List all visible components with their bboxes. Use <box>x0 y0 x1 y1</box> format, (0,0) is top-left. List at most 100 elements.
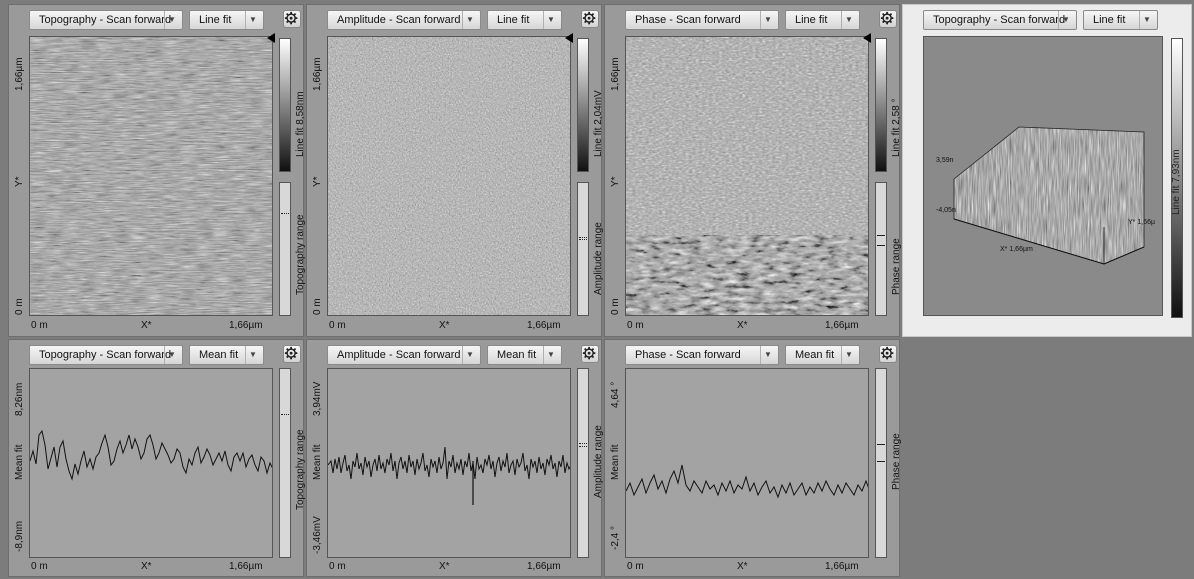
filter-dropdown-label: Line fit <box>497 14 530 26</box>
range-label: Amplitude range <box>593 425 604 498</box>
source-dropdown[interactable]: Topography - Scan forward ▼ <box>923 10 1077 30</box>
phase-profile-svg <box>626 464 868 499</box>
x-min-label: 0 m <box>31 561 48 572</box>
gear-icon[interactable] <box>879 10 897 28</box>
filter-dropdown[interactable]: Line fit ▼ <box>487 10 562 30</box>
panel-topography-profile: Topography - Scan forward ▼ Mean fit ▼ 8… <box>8 339 306 577</box>
color-scale-bar[interactable] <box>279 38 291 172</box>
x-axis-label: X* <box>737 561 748 572</box>
chevron-down-icon: ▼ <box>760 346 775 364</box>
x-axis-label: X* <box>737 320 748 331</box>
gear-icon[interactable] <box>879 345 897 363</box>
gear-icon[interactable] <box>581 10 599 28</box>
topography-3d-view[interactable]: 3,59n -4,05n X* 1,66µm Y* 1,66µ <box>923 36 1163 316</box>
x-axis-label: X* 1,66µm <box>1000 246 1033 253</box>
source-dropdown[interactable]: Phase - Scan forward ▼ <box>625 345 779 365</box>
source-dropdown[interactable]: Amplitude - Scan forward ▼ <box>327 10 481 30</box>
triangle-marker-icon[interactable] <box>565 33 573 43</box>
gear-icon[interactable] <box>283 10 301 28</box>
range-slider[interactable] <box>875 182 887 316</box>
y-min-label: 0 m <box>312 298 323 315</box>
source-dropdown-label: Topography - Scan forward <box>39 14 172 26</box>
panel-amplitude-profile: Amplitude - Scan forward ▼ Mean fit ▼ 3,… <box>306 339 604 577</box>
source-dropdown[interactable]: Topography - Scan forward ▼ <box>29 10 183 30</box>
filter-dropdown[interactable]: Line fit ▼ <box>189 10 264 30</box>
triangle-marker-icon[interactable] <box>863 33 871 43</box>
x-min-label: 0 m <box>31 320 48 331</box>
range-label: Topography range <box>295 429 306 510</box>
chevron-down-icon: ▼ <box>543 11 558 29</box>
x-max-label: 1,66µm <box>229 320 263 331</box>
z-min-label: -4,05n <box>936 207 956 214</box>
panel-topography-image: Topography - Scan forward ▼ Line fit ▼ 1… <box>8 4 306 337</box>
x-axis-label: X* <box>439 320 450 331</box>
y-max-label: 3,94mV <box>312 381 323 416</box>
range-label: Phase range <box>891 433 902 490</box>
topography-profile-svg <box>30 429 272 481</box>
range-slider[interactable] <box>279 182 291 316</box>
range-slider[interactable] <box>279 368 291 558</box>
y-mid-label: Mean fit <box>14 444 25 480</box>
x-max-label: 1,66µm <box>527 320 561 331</box>
x-min-label: 0 m <box>627 561 644 572</box>
z-max-label: 3,59n <box>936 157 954 164</box>
y-axis-label: Y* 1,66µ <box>1128 219 1155 226</box>
chevron-down-icon: ▼ <box>841 346 856 364</box>
range-slider[interactable] <box>577 368 589 558</box>
chevron-down-icon: ▼ <box>543 346 558 364</box>
topography-texture <box>30 37 272 315</box>
source-dropdown[interactable]: Amplitude - Scan forward ▼ <box>327 345 481 365</box>
topography-profile-plot[interactable] <box>29 368 273 558</box>
x-axis-label: X* <box>141 561 152 572</box>
y-mid-label: Mean fit <box>312 444 323 480</box>
source-dropdown-label: Amplitude - Scan forward <box>337 14 461 26</box>
filter-dropdown[interactable]: Mean fit ▼ <box>785 345 860 365</box>
triangle-marker-icon[interactable] <box>267 33 275 43</box>
gear-icon[interactable] <box>581 345 599 363</box>
profile-trace <box>626 464 868 499</box>
filter-dropdown-label: Line fit <box>795 14 828 26</box>
chevron-down-icon: ▼ <box>1139 11 1154 29</box>
source-dropdown-label: Topography - Scan forward <box>39 349 172 361</box>
source-dropdown[interactable]: Phase - Scan forward ▼ <box>625 10 779 30</box>
color-scale-bar[interactable] <box>875 38 887 172</box>
color-scale-bar[interactable] <box>1171 38 1183 318</box>
source-dropdown[interactable]: Topography - Scan forward ▼ <box>29 345 183 365</box>
panel-phase-profile: Phase - Scan forward ▼ Mean fit ▼ 4,64 °… <box>604 339 902 577</box>
x-min-label: 0 m <box>329 320 346 331</box>
phase-image[interactable] <box>625 36 869 316</box>
y-mid-label: Mean fit <box>610 444 621 480</box>
phase-texture <box>626 37 868 315</box>
topography-image[interactable] <box>29 36 273 316</box>
chevron-down-icon: ▼ <box>164 11 179 29</box>
phase-profile-plot[interactable] <box>625 368 869 558</box>
filter-dropdown[interactable]: Mean fit ▼ <box>487 345 562 365</box>
chevron-down-icon: ▼ <box>164 346 179 364</box>
color-scale-bar[interactable] <box>577 38 589 172</box>
y-min-label: 0 m <box>610 298 621 315</box>
source-dropdown-label: Topography - Scan forward <box>933 14 1066 26</box>
range-slider[interactable] <box>577 182 589 316</box>
y-max-label: 4,64 ° <box>610 381 621 408</box>
chevron-down-icon: ▼ <box>760 11 775 29</box>
source-dropdown-label: Phase - Scan forward <box>635 349 741 361</box>
gear-icon[interactable] <box>283 345 301 363</box>
source-dropdown-label: Amplitude - Scan forward <box>337 349 461 361</box>
y-axis-label: Y* <box>610 176 621 187</box>
range-label: Topography range <box>295 214 306 295</box>
filter-dropdown[interactable]: Mean fit ▼ <box>189 345 264 365</box>
filter-dropdown[interactable]: Line fit ▼ <box>1083 10 1158 30</box>
amplitude-image[interactable] <box>327 36 571 316</box>
profile-trace <box>328 446 570 480</box>
x-max-label: 1,66µm <box>229 561 263 572</box>
chevron-down-icon: ▼ <box>462 11 477 29</box>
range-slider[interactable] <box>875 368 887 558</box>
panel-amplitude-image: Amplitude - Scan forward ▼ Line fit ▼ 1,… <box>306 4 604 337</box>
chevron-down-icon: ▼ <box>245 346 260 364</box>
range-label: Amplitude range <box>593 222 604 295</box>
filter-dropdown[interactable]: Line fit ▼ <box>785 10 860 30</box>
amplitude-profile-plot[interactable] <box>327 368 571 558</box>
y-min-label: 0 m <box>14 298 25 315</box>
panel-phase-image: Phase - Scan forward ▼ Line fit ▼ 1,66µm… <box>604 4 902 337</box>
x-max-label: 1,66µm <box>527 561 561 572</box>
